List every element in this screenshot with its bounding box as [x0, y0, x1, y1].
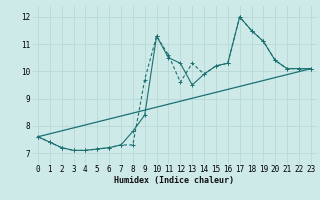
X-axis label: Humidex (Indice chaleur): Humidex (Indice chaleur)	[115, 176, 234, 185]
